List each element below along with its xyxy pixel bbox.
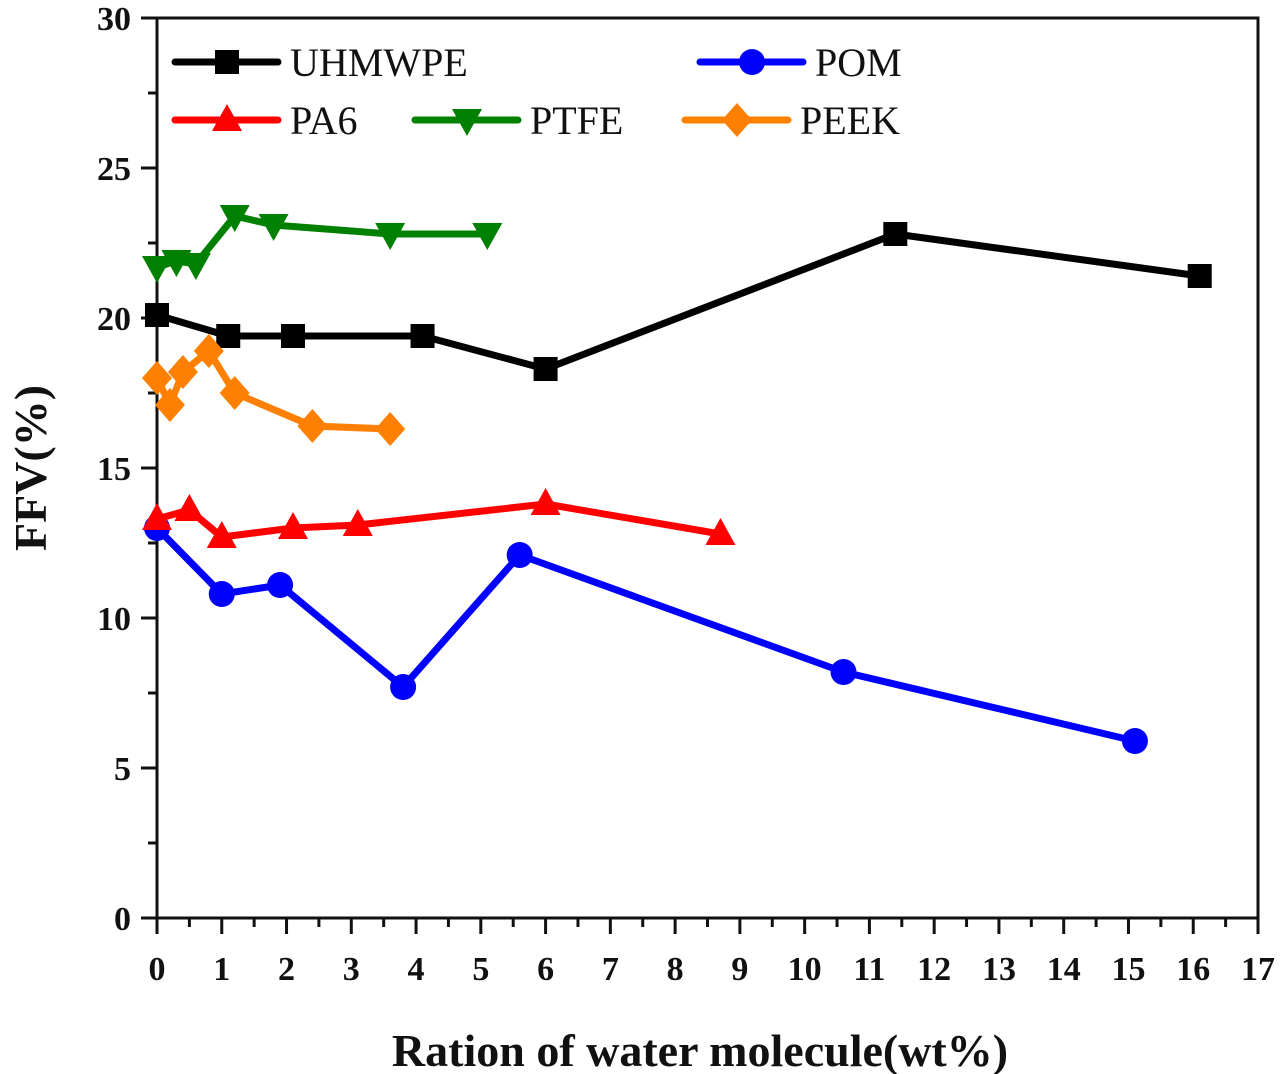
x-tick-label: 12: [917, 951, 951, 988]
x-tick-label: 8: [667, 951, 684, 988]
data-point: [142, 503, 172, 530]
series-pom: [144, 515, 1148, 754]
data-point: [533, 357, 558, 381]
legend-item-ptfe: PTFE: [411, 98, 623, 143]
legend-marker-icon: [739, 49, 765, 75]
data-point: [1121, 728, 1148, 754]
data-point: [830, 659, 857, 685]
series-line: [156, 230, 1201, 373]
y-tick-label: 5: [114, 751, 131, 788]
data-point: [167, 355, 198, 389]
legend-marker-icon: [452, 109, 482, 136]
data-point: [193, 334, 224, 368]
y-tick-label: 10: [97, 601, 131, 638]
data-point: [278, 512, 309, 539]
series-line: [156, 500, 722, 541]
series-layer: [142, 205, 1212, 754]
legend-marker-icon: [215, 50, 239, 74]
y-axis-ticks: 0 5 10 15 20 25 30: [97, 1, 157, 938]
series-ptfe: [142, 205, 503, 283]
x-tick-label: 16: [1176, 951, 1210, 988]
legend-label: POM: [815, 40, 902, 85]
x-tick-label: 10: [788, 951, 822, 988]
x-tick-label: 9: [731, 951, 748, 988]
data-point: [216, 324, 241, 348]
legend-marker-icon: [212, 104, 242, 131]
data-point: [174, 494, 205, 521]
data-point: [219, 376, 250, 410]
x-tick-label: 15: [1111, 951, 1145, 988]
data-point: [1187, 264, 1212, 288]
legend-label: UHMWPE: [290, 40, 468, 85]
legend-label: PEEK: [800, 98, 900, 143]
legend-item-pom: POM: [696, 40, 902, 85]
legend-label: PA6: [290, 98, 357, 143]
data-point: [506, 542, 533, 568]
data-point: [267, 572, 294, 598]
legend: UHMWPE POM PA6 PTFE PEEK: [171, 40, 902, 143]
x-axis-title: Ration of water molecule(wt%): [392, 1025, 1008, 1074]
x-tick-label: 17: [1241, 951, 1275, 988]
y-tick-label: 25: [97, 151, 131, 188]
series-uhmwpe: [145, 222, 1212, 381]
x-tick-label: 6: [537, 951, 554, 988]
x-tick-label: 3: [343, 951, 360, 988]
data-point: [145, 303, 169, 327]
x-tick-label: 7: [602, 951, 619, 988]
x-tick-label: 4: [408, 951, 425, 988]
y-tick-label: 20: [97, 301, 131, 338]
x-tick-label: 1: [213, 951, 230, 988]
y-tick-label: 0: [114, 901, 131, 938]
data-point: [154, 388, 185, 422]
series-line: [154, 525, 1136, 745]
legend-marker-icon: [722, 103, 752, 137]
data-point: [281, 324, 306, 348]
data-point: [472, 223, 503, 250]
data-point: [375, 223, 406, 250]
y-tick-label: 30: [97, 1, 131, 38]
data-point: [342, 509, 373, 536]
data-point: [180, 253, 211, 280]
data-point: [258, 214, 289, 241]
data-point: [208, 581, 235, 607]
plot-frame: [155, 16, 1260, 920]
data-point: [375, 412, 406, 446]
x-tick-label: 11: [853, 951, 885, 988]
x-tick-label: 13: [982, 951, 1016, 988]
legend-item-pa6: PA6: [171, 98, 357, 143]
data-point: [206, 521, 237, 548]
data-point: [142, 256, 172, 283]
legend-item-peek: PEEK: [681, 98, 900, 143]
x-axis-ticks: 0 1 2 3 4 5 6 7 8 9 10 11 12 13 14 15 16 17: [149, 918, 1275, 988]
data-point: [142, 361, 172, 395]
x-tick-label: 14: [1047, 951, 1081, 988]
series-line: [153, 347, 391, 433]
series-peek: [142, 334, 406, 446]
x-tick-label: 2: [278, 951, 295, 988]
x-tick-label: 5: [472, 951, 489, 988]
data-point: [219, 205, 250, 232]
series-pa6: [142, 488, 736, 548]
data-point: [410, 324, 435, 348]
data-point: [297, 409, 328, 443]
y-tick-label: 15: [97, 451, 131, 488]
legend-label: PTFE: [530, 98, 623, 143]
data-point: [390, 674, 417, 700]
y-axis-title: FFV(%): [5, 385, 56, 551]
data-point: [705, 518, 736, 545]
data-point: [530, 488, 561, 515]
x-tick-label: 0: [149, 951, 166, 988]
legend-item-uhmwpe: UHMWPE: [171, 40, 468, 85]
data-point: [883, 222, 908, 246]
